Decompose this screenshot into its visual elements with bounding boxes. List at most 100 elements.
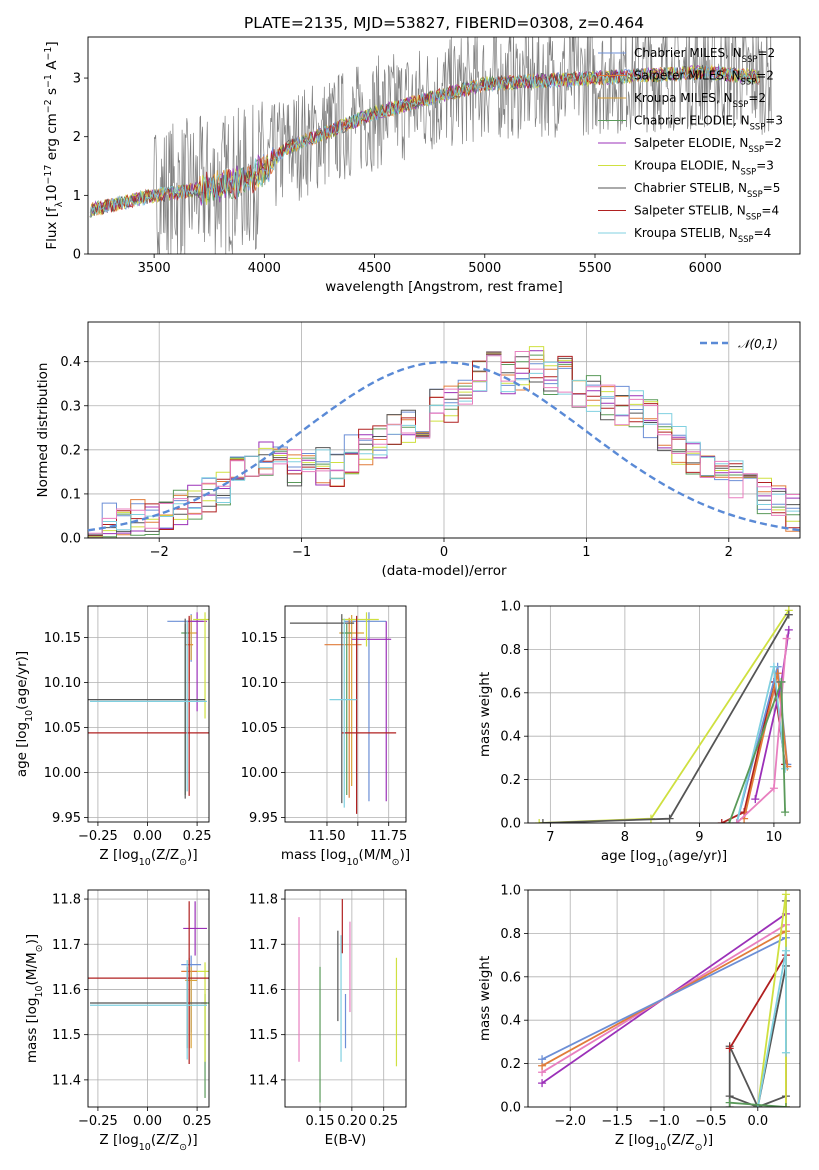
weight-line — [756, 894, 787, 1107]
x-axis-label: Z [log10(Z/Z⊙)] — [615, 1132, 713, 1153]
weight-marker — [538, 1079, 547, 1088]
y-tick-label: 0.1 — [60, 487, 81, 502]
x-tick-label: −0.25 — [78, 829, 118, 844]
y-axis-label: mass weight — [477, 672, 493, 757]
y-tick-label: 10.15 — [44, 631, 81, 646]
y-tick-label: 10.00 — [44, 766, 81, 781]
y-tick-label: 0.2 — [60, 443, 81, 458]
x-tick-label: 6000 — [689, 261, 722, 276]
error-point-kroupa-elodie — [193, 612, 209, 719]
model-spectrum-kroupa-stelib — [89, 64, 760, 218]
error-point-kroupa-stelib — [89, 960, 208, 1060]
y-tick-label: 1.0 — [500, 600, 521, 615]
x-axis-label: (data-model)/error — [381, 563, 507, 579]
y-tick-label: 0.2 — [500, 1057, 521, 1072]
y-axis-label: Flux [fλ10−17 erg cm−2 s−1 A−1] — [43, 41, 65, 249]
weight-marker — [538, 1055, 547, 1064]
legend-label: 𝒩(0,1) — [738, 337, 778, 351]
x-tick-label: 0.25 — [183, 1114, 212, 1129]
error-point-chabrier-miles — [344, 612, 387, 802]
error-point-kroupa-miles — [339, 615, 365, 786]
legend-label: Chabrier ELODIE, NSSP=3 — [634, 114, 783, 132]
massweight_vs_Z-chart: −2.0 −1.5 −1.0 −0.5 0.0 0.0 0.2 0.4 0.6 0.8 1.0 Z [… — [477, 884, 801, 1153]
x-tick-label: 11.50 — [308, 829, 345, 844]
y-tick-label: 11.7 — [249, 938, 278, 953]
residuals-plot-area — [88, 346, 800, 538]
x-tick-label: −2 — [150, 545, 169, 560]
y-tick-label: 0.8 — [500, 643, 521, 658]
weight-series-chabrier-elodie — [725, 1098, 790, 1107]
error-point-kroupa-stelib — [329, 618, 357, 808]
x-tick-label: 2 — [725, 545, 733, 560]
y-tick-label: 0.6 — [500, 970, 521, 985]
weight-line — [729, 1101, 786, 1107]
error-point-salpeter-miles — [324, 617, 362, 798]
weight-marker — [782, 634, 791, 643]
weight-marker — [717, 819, 726, 823]
weight-series-kroupa-elodie — [535, 606, 793, 823]
y-tick-label: 11.4 — [249, 1073, 278, 1088]
y-tick-label: 0.0 — [60, 532, 81, 547]
axes-frame — [284, 889, 407, 1108]
y-tick-label: 0 — [73, 248, 81, 263]
y-tick-label: 10.00 — [241, 766, 278, 781]
weight-marker — [781, 764, 790, 773]
weight-marker — [751, 795, 760, 804]
y-tick-label: 11.5 — [52, 1028, 81, 1043]
legend-label: Kroupa ELODIE, NSSP=3 — [634, 159, 774, 177]
weight-marker — [781, 808, 790, 817]
y-axis-label: mass weight — [477, 956, 493, 1041]
age_vs_mass-chart: 11.50 11.75 9.95 10.00 10.05 10.10 10.15 mass [… — [241, 605, 410, 868]
error-point-kroupa-elodie — [197, 962, 209, 1062]
legend-label: Chabrier STELIB, NSSP=5 — [634, 181, 780, 199]
y-tick-label: 11.8 — [52, 893, 81, 908]
x-axis-label: wavelength [Angstrom, rest frame] — [325, 279, 563, 295]
weight-marker — [781, 946, 790, 955]
weight-line — [542, 614, 790, 823]
weight-marker — [725, 819, 734, 823]
x-tick-label: 0.00 — [133, 829, 162, 844]
mass_vs_Z-chart: −0.25 0.00 0.25 11.4 11.5 11.6 11.7 11.8 Z [log1… — [24, 889, 212, 1153]
y-tick-label: 11.7 — [52, 938, 81, 953]
massweight_vs_Z-plot-area — [538, 890, 790, 1107]
x-tick-label: −0.25 — [78, 1114, 118, 1129]
error-point-salpeter-stelib — [88, 901, 209, 1065]
y-tick-label: 0.0 — [500, 817, 521, 832]
y-tick-label: 10.10 — [44, 676, 81, 691]
error-point-salpeter-elodie — [187, 612, 208, 712]
x-tick-label: 3500 — [138, 261, 171, 276]
y-tick-label: 10.10 — [241, 676, 278, 691]
error-point-salpeter-stelib — [88, 615, 209, 796]
figure-title: PLATE=2135, MJD=53827, FIBERID=0308, z=0… — [244, 14, 644, 32]
y-tick-label: 11.6 — [52, 983, 81, 998]
legend-label: Kroupa STELIB, NSSP=4 — [634, 226, 771, 244]
age_vs_Z-plot-area — [88, 612, 209, 799]
x-tick-label: −1 — [292, 545, 311, 560]
y-tick-label: 10.05 — [241, 721, 278, 736]
weight-marker — [732, 819, 741, 823]
weight-series-salpeter-elodie — [751, 625, 793, 804]
weight-marker — [784, 610, 793, 619]
error-point-kroupa-elodie — [341, 612, 379, 647]
x-tick-label: −2.0 — [554, 1114, 586, 1129]
error-point-kroupa-stelib — [89, 620, 208, 792]
legend-label: Salpeter MILES, NSSP=2 — [634, 69, 774, 87]
normal-reference-curve — [87, 360, 801, 532]
massweight_vs_age-chart: 7 8 9 10 0.0 0.2 0.4 0.6 0.8 1.0 age [log10(age/yr… — [477, 600, 801, 869]
x-tick-label: 4500 — [358, 261, 391, 276]
x-tick-label: 5000 — [468, 261, 501, 276]
error-point-chabrier-stelib — [289, 614, 355, 804]
weight-marker — [665, 814, 674, 823]
x-tick-label: −1.0 — [648, 1114, 680, 1129]
legend-label: Chabrier MILES, NSSP=2 — [634, 46, 775, 64]
weight-marker — [725, 1098, 734, 1107]
y-tick-label: 0.4 — [500, 1014, 521, 1029]
axes-frame — [527, 605, 801, 824]
y-axis-label: mass [log10(M/M⊙)] — [24, 934, 45, 1063]
x-tick-label: 0.0 — [747, 1114, 768, 1129]
y-tick-label: 9.95 — [249, 811, 278, 826]
weight-marker — [781, 1048, 790, 1057]
massweight_vs_age-plot-area — [535, 606, 793, 823]
x-tick-label: 0 — [440, 545, 448, 560]
age_vs_Z-chart: −0.25 0.00 0.25 9.95 10.00 10.05 10.10 10.15 Z [… — [14, 605, 212, 868]
